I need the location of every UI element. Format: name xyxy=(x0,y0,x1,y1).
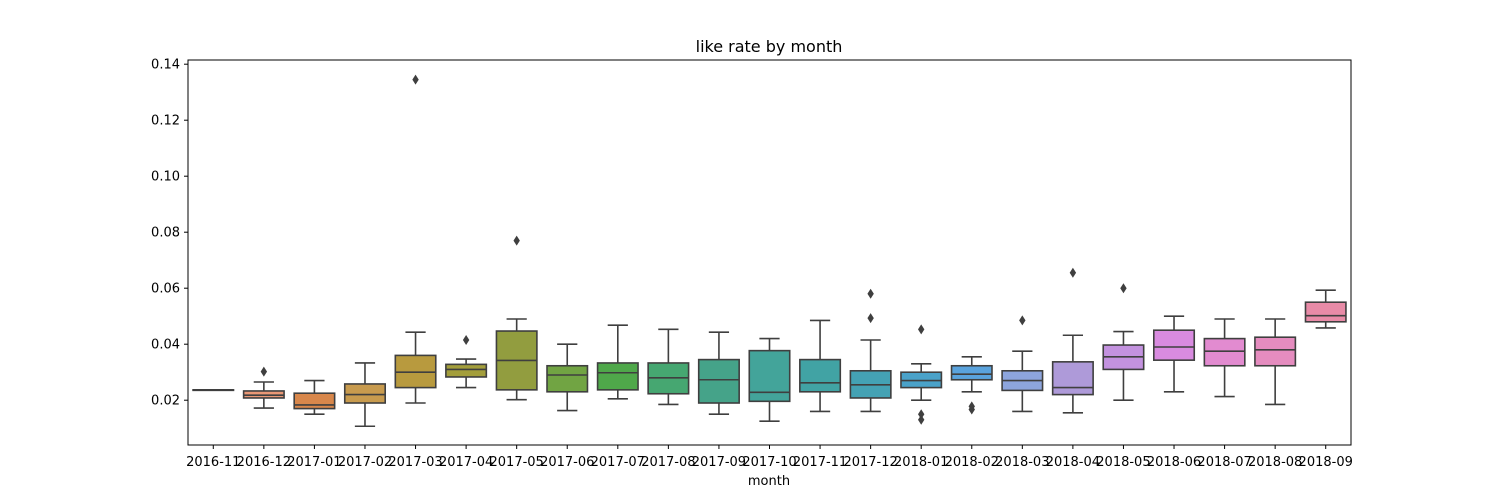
y-tick-label: 0.02 xyxy=(151,394,180,409)
y-tick-label: 0.14 xyxy=(151,58,180,73)
x-tick-label: 2017-10 xyxy=(742,455,796,470)
outlier-point xyxy=(513,235,520,246)
box xyxy=(697,358,740,404)
box-group xyxy=(748,337,791,423)
box-group xyxy=(596,324,639,400)
box xyxy=(1051,361,1094,396)
x-tick-label: 2017-03 xyxy=(388,455,442,470)
outlier-point xyxy=(968,401,975,412)
box-group xyxy=(242,366,285,409)
box xyxy=(799,358,842,393)
box xyxy=(293,392,336,410)
x-tick-label: 2017-09 xyxy=(692,455,746,470)
boxes-layer xyxy=(192,74,1347,428)
box xyxy=(445,363,488,378)
outlier-point xyxy=(1069,267,1077,278)
box xyxy=(596,362,639,391)
box xyxy=(950,364,993,381)
x-tick-label: 2017-11 xyxy=(793,455,847,470)
box-group xyxy=(799,319,842,413)
x-tick-label: 2017-01 xyxy=(287,455,341,470)
box-group xyxy=(495,235,538,401)
outlier-point xyxy=(412,74,419,85)
box-group xyxy=(697,331,740,416)
box-group xyxy=(1051,267,1094,414)
x-tick-label: 2018-05 xyxy=(1096,455,1150,470)
x-tick-label: 2018-03 xyxy=(995,455,1049,470)
box-group xyxy=(546,343,589,412)
x-tick-label: 2018-02 xyxy=(945,455,999,470)
outlier-point xyxy=(917,409,925,420)
y-tick-label: 0.04 xyxy=(151,338,180,353)
box-group xyxy=(293,379,336,416)
y-tick-label: 0.12 xyxy=(151,114,180,129)
box-group xyxy=(950,355,993,415)
box-group xyxy=(1001,315,1044,413)
box-group xyxy=(647,328,690,406)
box-group xyxy=(849,288,892,413)
x-tick-label: 2018-01 xyxy=(894,455,948,470)
box-group xyxy=(192,389,235,392)
x-tick-label: 2018-04 xyxy=(1046,455,1100,470)
box-group xyxy=(1102,283,1145,402)
x-tick-label: 2017-07 xyxy=(591,455,645,470)
y-tick-label: 0.10 xyxy=(151,170,180,185)
x-tick-label: 2018-06 xyxy=(1147,455,1201,470)
box-group xyxy=(1203,318,1246,398)
outlier-point xyxy=(1019,315,1026,326)
outlier-point xyxy=(917,414,925,425)
box xyxy=(1304,301,1347,323)
x-tick-label: 2017-05 xyxy=(490,455,544,470)
outlier-point xyxy=(917,324,925,335)
box xyxy=(748,349,791,403)
outlier-point xyxy=(867,313,874,324)
x-tick-label: 2017-08 xyxy=(641,455,695,470)
y-tick-label: 0.08 xyxy=(151,226,180,241)
y-axis: 0.02 0.04 0.06 0.08 0.10 0.12 0.14 xyxy=(151,58,188,409)
x-tick-label: 2016-11 xyxy=(186,455,240,470)
box-group xyxy=(343,362,387,428)
box-group xyxy=(394,74,437,404)
x-tick-label: 2018-09 xyxy=(1299,455,1353,470)
x-tick-label: 2017-06 xyxy=(540,455,594,470)
chart-title: like rate by month xyxy=(696,37,843,56)
x-tick-label: 2018-07 xyxy=(1197,455,1251,470)
x-tick-label: 2017-04 xyxy=(439,455,493,470)
y-tick-label: 0.06 xyxy=(151,282,180,297)
box-group xyxy=(445,335,488,389)
box-group xyxy=(900,324,943,425)
x-axis: 2016-112016-122017-012017-022017-032017-… xyxy=(186,445,1353,470)
x-tick-label: 2017-02 xyxy=(338,455,392,470)
outlier-point xyxy=(462,335,470,345)
box-group xyxy=(1152,315,1196,393)
box-group xyxy=(1254,318,1297,406)
outlier-point xyxy=(260,366,268,377)
outlier-point xyxy=(1120,283,1127,294)
x-tick-label: 2018-08 xyxy=(1248,455,1302,470)
box xyxy=(1203,337,1246,367)
box xyxy=(343,383,387,404)
x-tick-label: 2016-12 xyxy=(237,455,291,470)
box xyxy=(1254,336,1297,367)
box xyxy=(546,364,589,393)
x-axis-label: month xyxy=(748,474,790,489)
outlier-point xyxy=(867,288,874,299)
box xyxy=(1152,329,1196,361)
box-group xyxy=(1304,289,1347,329)
x-tick-label: 2017-12 xyxy=(843,455,897,470)
